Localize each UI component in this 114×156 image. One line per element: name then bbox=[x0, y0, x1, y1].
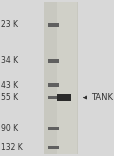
Text: 23 K: 23 K bbox=[1, 20, 18, 29]
Bar bbox=[48, 146, 58, 149]
Bar bbox=[48, 96, 58, 99]
Text: 34 K: 34 K bbox=[1, 56, 18, 65]
Bar bbox=[48, 83, 58, 87]
Bar bbox=[48, 23, 58, 27]
Text: 43 K: 43 K bbox=[1, 80, 18, 90]
Bar bbox=[56, 2, 77, 154]
Text: TANK: TANK bbox=[90, 93, 112, 102]
Text: 90 K: 90 K bbox=[1, 124, 18, 133]
Text: 55 K: 55 K bbox=[1, 93, 18, 102]
Bar bbox=[48, 59, 58, 63]
Bar bbox=[43, 2, 77, 154]
Text: 132 K: 132 K bbox=[1, 143, 23, 152]
Bar bbox=[57, 94, 70, 101]
Bar bbox=[48, 127, 58, 130]
